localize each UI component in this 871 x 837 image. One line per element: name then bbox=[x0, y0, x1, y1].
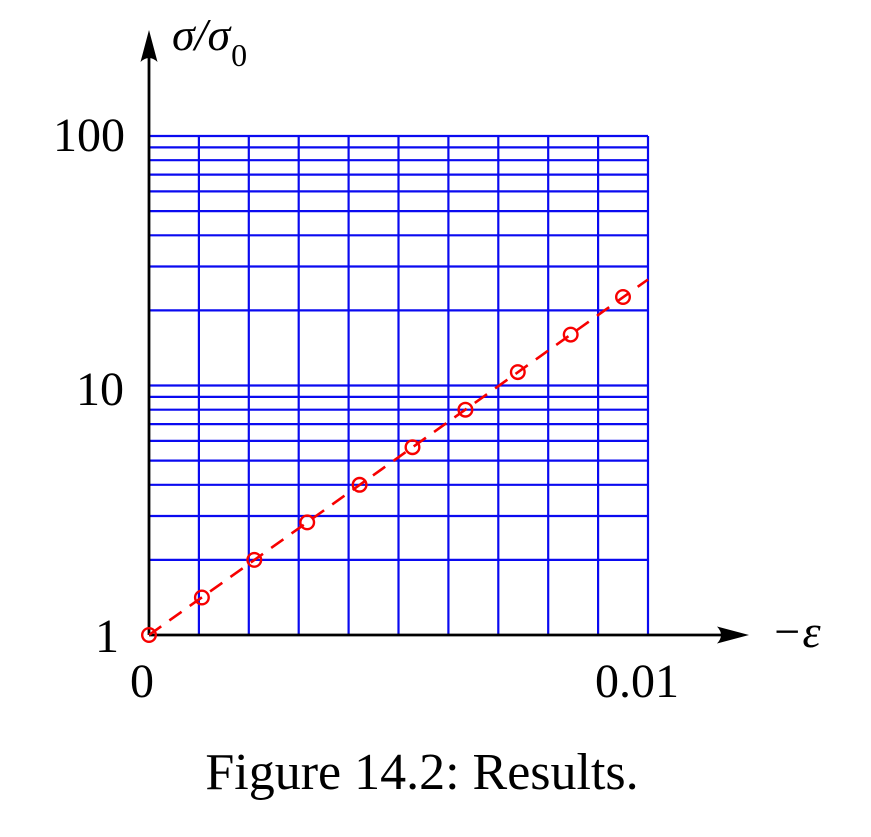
data-point-marker bbox=[140, 627, 157, 644]
data-point-marker bbox=[457, 401, 474, 418]
data-point-marker bbox=[615, 289, 632, 306]
x-axis-label: −ε bbox=[771, 606, 821, 657]
data-point-marker bbox=[299, 514, 316, 531]
x-tick-label-0: 0 bbox=[130, 655, 154, 708]
y-axis-label-main: σ/σ bbox=[172, 9, 231, 60]
figure-caption: Figure 14.2: Results. bbox=[205, 744, 639, 801]
data-point-marker bbox=[193, 589, 210, 606]
data-point-marker bbox=[351, 476, 368, 493]
y-axis-label: σ/σ0 bbox=[172, 9, 247, 72]
data-point-marker bbox=[562, 326, 579, 343]
data-point-marker bbox=[509, 364, 526, 381]
y-axis-label-sub: 0 bbox=[231, 37, 248, 74]
y-tick-label-100: 100 bbox=[53, 109, 125, 162]
data-point-marker bbox=[246, 551, 263, 568]
y-tick-label-1: 1 bbox=[95, 610, 119, 663]
x-axis-arrowhead-icon bbox=[717, 626, 749, 644]
data-point-marker bbox=[404, 439, 421, 456]
y-axis-arrowhead-icon bbox=[140, 30, 158, 62]
y-tick-label-10: 10 bbox=[76, 363, 124, 416]
x-tick-label-0p01: 0.01 bbox=[595, 655, 679, 708]
